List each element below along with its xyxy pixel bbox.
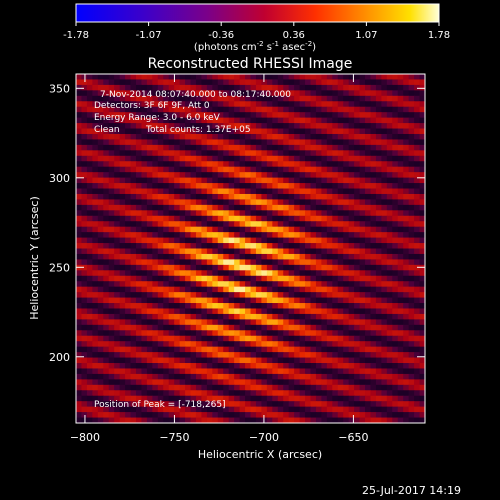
annotation-method: Clean [94, 125, 120, 135]
x-axis: −800 −750 −700 −650 [70, 74, 369, 444]
x-axis-label: Heliocentric X (arcsec) [198, 448, 322, 461]
footer-timestamp: 25-Jul-2017 14:19 [362, 484, 461, 497]
plot-frame [75, 73, 426, 424]
colorbar-unit-label: (photons cm-2 s-1 asec-2) [194, 40, 316, 53]
y-axis-label: Heliocentric Y (arcsec) [28, 196, 41, 320]
colorbar-tick-label: -0.36 [208, 30, 234, 41]
y-axis: 200 250 300 350 [49, 82, 425, 364]
x-tick-label: −650 [338, 431, 368, 444]
colorbar-tick-label: -1.78 [63, 30, 89, 41]
heatmap-image [76, 74, 425, 423]
colorbar [75, 3, 440, 23]
y-tick-label: 300 [49, 172, 70, 185]
colorbar-tick-label: 1.78 [428, 30, 450, 41]
annotation-energy: Energy Range: 3.0 - 6.0 keV [94, 113, 221, 123]
annotation-counts: Total counts: 1.37E+05 [145, 125, 251, 135]
annotation-detectors: Detectors: 3F 6F 9F, Att 0 [94, 101, 210, 111]
colorbar-ticks: -1.78 -1.07 -0.36 0.36 1.07 1.78 [63, 22, 450, 41]
colorbar-tick-label: 1.07 [355, 30, 377, 41]
colorbar-tick-label: 0.36 [283, 30, 305, 41]
chart-title: Reconstructed RHESSI Image [148, 56, 353, 72]
y-tick-label: 250 [49, 261, 70, 274]
annotation-peak: Position of Peak = [-718,265] [94, 400, 226, 410]
x-tick-label: −700 [249, 431, 279, 444]
y-tick-label: 350 [49, 82, 70, 95]
colorbar-tick-label: -1.07 [136, 30, 162, 41]
x-tick-label: −750 [159, 431, 189, 444]
y-tick-label: 200 [49, 351, 70, 364]
annotation-time: 7-Nov-2014 08:07:40.000 to 08:17:40.000 [100, 90, 291, 100]
x-tick-label: −800 [70, 431, 100, 444]
